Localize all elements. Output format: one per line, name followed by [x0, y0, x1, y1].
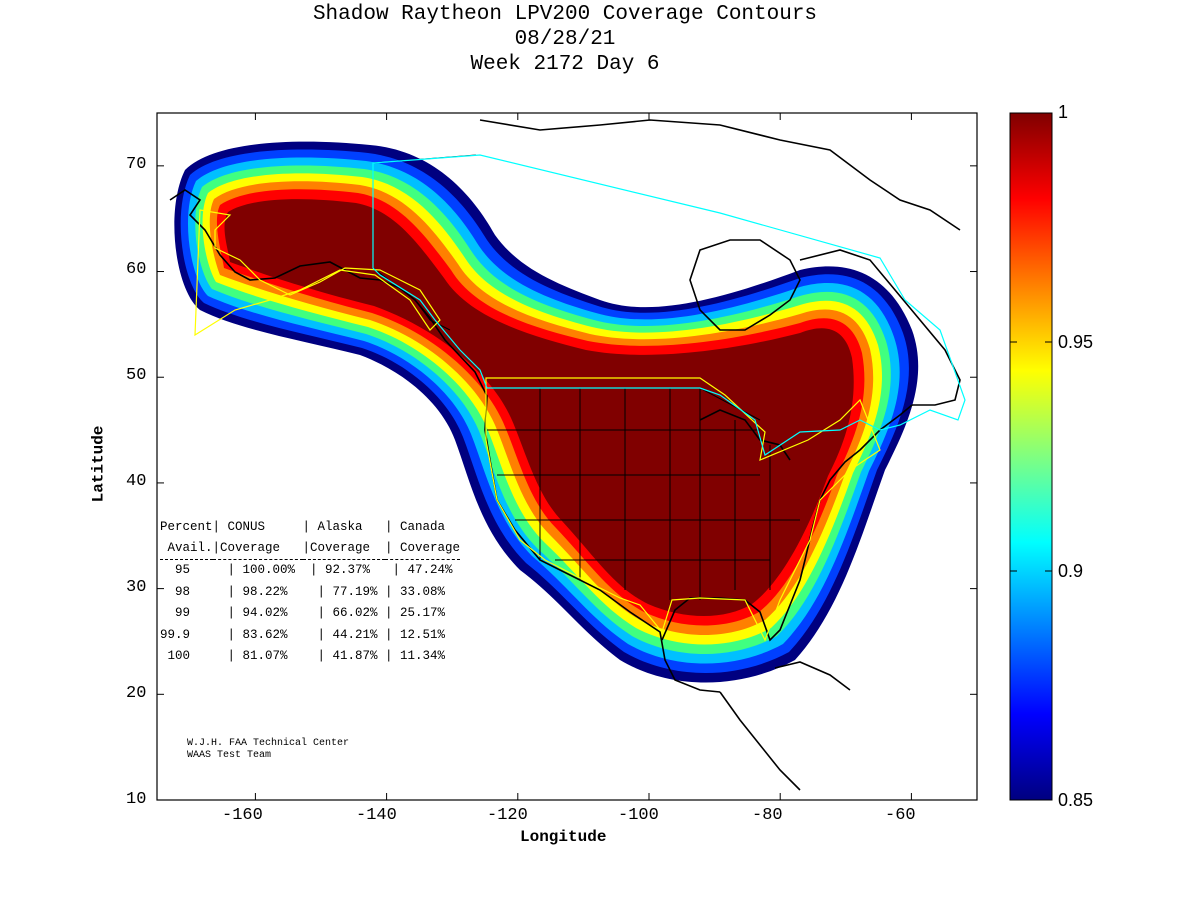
y-tick-label: 10 [126, 790, 147, 809]
table-cell: 95 [160, 563, 206, 578]
table-row: 98 | 98.22% | 77.19% | 33.08% [160, 581, 460, 602]
table-row: 100 | 81.07% | 41.87% | 11.34% [160, 645, 460, 666]
hudson-bay [689, 239, 801, 331]
x-tick-label: -60 [885, 806, 916, 825]
conus-service-volume [485, 377, 881, 642]
y-tick-label: 40 [126, 472, 147, 491]
chart-title: Shadow Raytheon LPV200 Coverage Contours [312, 3, 818, 26]
colorbar [1009, 112, 1053, 801]
table-cell: 99.9 [160, 627, 206, 642]
table-cell: 100 [160, 649, 206, 664]
labrador-coast [799, 249, 961, 406]
table-cell: | 77.19% [302, 584, 386, 599]
x-tick-label: -120 [487, 806, 528, 825]
contour-100 [224, 199, 854, 616]
table-cell: Avail. [160, 541, 213, 556]
colorbar-tick-label: 0.85 [1058, 790, 1094, 810]
table-cell: | 94.02% [212, 606, 296, 621]
table-row: 99.9 | 83.62% | 44.21% | 12.51% [160, 624, 460, 645]
table-cell: | 98.22% [212, 584, 296, 599]
chart-date: 08/28/21 [514, 28, 616, 51]
table-cell: Percent [160, 519, 213, 534]
x-tick-label: -80 [752, 806, 783, 825]
y-tick-label: 60 [126, 260, 147, 279]
canada-service-volume [372, 154, 966, 456]
table-cell: | 92.37% [302, 563, 378, 578]
table-cell: | 12.51% [385, 627, 446, 642]
table-cell: | 44.21% [302, 627, 386, 642]
table-cell: | 47.24% [385, 563, 453, 578]
axis-ticks [157, 113, 977, 801]
table-cell: 98 [160, 584, 206, 599]
y-tick-label: 30 [126, 578, 147, 597]
table-cell: |Coverage [212, 541, 288, 556]
y-tick-label: 20 [126, 684, 147, 703]
table-cell: | 41.87% [302, 649, 386, 664]
table-cell: | 100.00% [212, 563, 303, 578]
table-cell: | 25.17% [385, 606, 446, 621]
table-cell: | CONUS [212, 519, 288, 534]
plot-frame [156, 112, 978, 801]
y-axis-label: Latitude [89, 425, 108, 503]
table-cell: 99 [160, 606, 206, 621]
table-row: 95 | 100.00% | 92.37% | 47.24% [160, 559, 460, 581]
credit-line: WAAS Test Team [187, 750, 272, 761]
credit-line: W.J.H. FAA Technical Center [187, 738, 350, 749]
x-tick-label: -140 [356, 806, 397, 825]
x-axis-label: Longitude [520, 828, 607, 846]
y-tick-label: 50 [126, 366, 147, 385]
x-tick-label: -160 [222, 806, 263, 825]
x-tick-label: -100 [618, 806, 659, 825]
table-cell: | 11.34% [385, 649, 446, 664]
table-cell: | Alaska [302, 519, 378, 534]
colorbar-tick-label: 1 [1058, 102, 1069, 122]
table-row: 99 | 94.02% | 66.02% | 25.17% [160, 603, 460, 624]
central-america [719, 691, 801, 791]
table-cell: | 66.02% [302, 606, 386, 621]
colorbar-tick-label: 0.9 [1058, 561, 1084, 581]
gulf-coast [661, 404, 913, 642]
table-cell: | 33.08% [385, 584, 446, 599]
table-cell: | 83.62% [212, 627, 296, 642]
table-cell: | Canada [385, 519, 446, 534]
table-cell: | 81.07% [212, 649, 296, 664]
coverage-contours [174, 141, 919, 683]
cuba [774, 661, 851, 691]
y-tick-label: 70 [126, 155, 147, 174]
table-header-row: Percent | CONUS | Alaska | Canada [160, 516, 460, 537]
table-header-row: Avail. |Coverage |Coverage | Coverage [160, 537, 461, 560]
colorbar-tick-label: 0.95 [1058, 332, 1094, 352]
colorbar-ticks [1010, 112, 1052, 801]
coverage-stats-table: Percent | CONUS | Alaska | Canada Avail. |… [160, 516, 461, 667]
alaska-service-volume [194, 209, 441, 337]
service-volumes [194, 154, 966, 642]
table-cell: | Coverage [385, 541, 461, 556]
arctic-islands [479, 119, 961, 231]
table-cell: |Coverage [302, 541, 378, 556]
chart-week: Week 2172 Day 6 [470, 53, 660, 76]
